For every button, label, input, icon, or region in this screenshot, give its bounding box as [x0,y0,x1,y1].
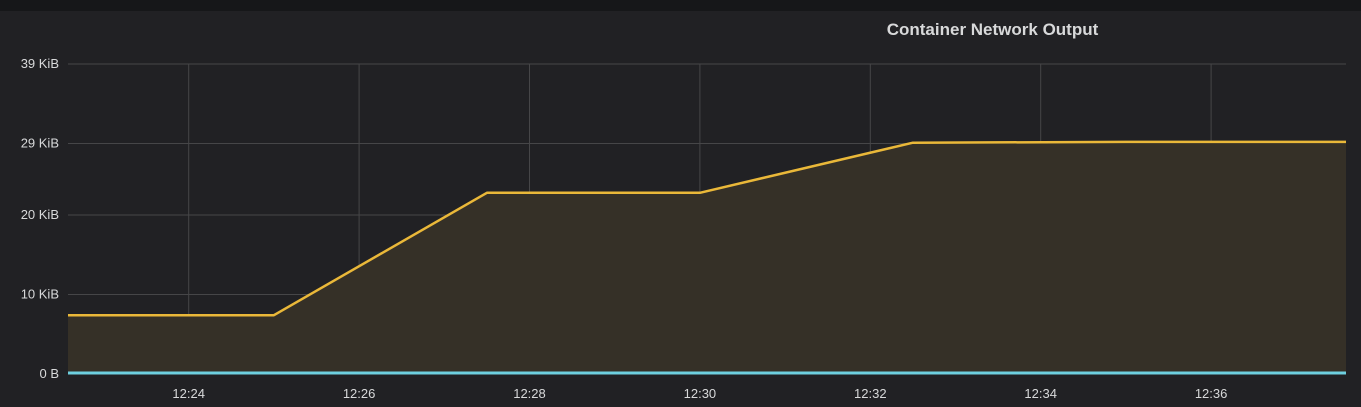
panel-title[interactable]: Container Network Output [886,20,1099,39]
x-tick-label: 12:28 [513,386,546,401]
x-tick-label: 12:24 [172,386,205,401]
x-tick-label: 12:32 [854,386,887,401]
series-area-fill [68,141,1346,374]
y-tick-label: 39 KiB [21,56,59,71]
y-tick-label: 20 KiB [21,207,59,222]
x-tick-label: 12:30 [684,386,717,401]
y-axis-ticks: 0 B 10 KiB 20 KiB 29 KiB 39 KiB [21,56,59,381]
x-tick-label: 12:36 [1195,386,1228,401]
dashboard-top-bar [0,0,1361,11]
x-tick-label: 12:26 [343,386,376,401]
y-tick-label: 10 KiB [21,287,59,302]
plot-area[interactable] [67,140,1347,375]
y-tick-label: 29 KiB [21,135,59,150]
y-tick-label: 0 B [39,366,59,381]
x-tick-label: 12:34 [1024,386,1057,401]
x-axis-ticks: 12:24 12:26 12:28 12:30 12:32 12:34 12:36 [172,386,1227,401]
